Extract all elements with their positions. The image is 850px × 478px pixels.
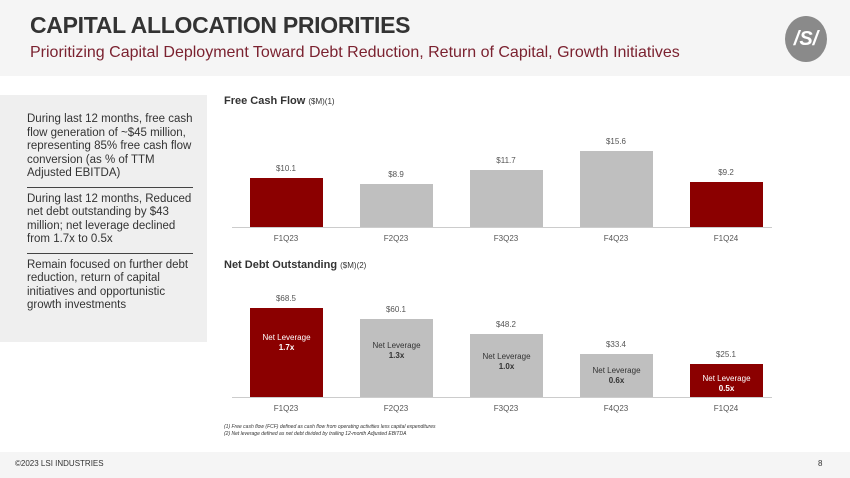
x-axis-line [232, 397, 772, 398]
footnote: (2) Net leverage defined as net debt div… [224, 431, 407, 437]
value-label: $25.1 [715, 350, 737, 360]
copyright: ©2023 LSI INDUSTRIES [15, 459, 104, 468]
x-axis-line [232, 227, 772, 228]
summary-point: During last 12 months, Reduced net debt … [27, 188, 193, 254]
fcf-title-suffix: ($M)(1) [308, 97, 335, 106]
bar-F1Q23 [250, 177, 323, 227]
category-label: F3Q23 [493, 234, 519, 243]
value-label: $60.1 [385, 304, 407, 314]
value-label: $9.2 [718, 168, 734, 178]
page-number: 8 [818, 459, 823, 468]
sidebar-summary: During last 12 months, free cash flow ge… [0, 95, 207, 342]
summary-point: Remain focused on further debt reduction… [27, 258, 189, 312]
value-label: $15.6 [605, 137, 627, 147]
value-label: $68.5 [275, 293, 297, 303]
category-label: F4Q23 [603, 404, 629, 413]
net-debt-title-suffix: ($M)(2) [340, 261, 367, 270]
category-label: F1Q24 [713, 404, 739, 413]
bar-F1Q24 [690, 182, 763, 227]
footnote: (1) Free cash flow (FCF) defined as cash… [224, 424, 436, 430]
summary-point: During last 12 months, free cash flow ge… [27, 108, 193, 188]
bar-F3Q23 [470, 170, 543, 227]
bar-F4Q23 [580, 151, 653, 227]
category-label: F1Q24 [713, 234, 739, 243]
category-label: F2Q23 [383, 234, 409, 243]
bar-F3Q23 [470, 334, 543, 397]
lsi-logo: /S/ [785, 16, 827, 62]
category-label: F3Q23 [493, 404, 519, 413]
fcf-title-text: Free Cash Flow [224, 95, 306, 107]
value-label: $33.4 [605, 339, 627, 349]
category-label: F1Q23 [273, 234, 299, 243]
fcf-chart-title: Free Cash Flow ($M)(1) [224, 95, 335, 107]
net-leverage-label: Net Leverage 0.5x [702, 373, 751, 393]
page-subtitle: Prioritizing Capital Deployment Toward D… [30, 44, 680, 61]
bar-F2Q23 [360, 318, 433, 397]
value-label: $8.9 [388, 169, 404, 179]
net-leverage-label: Net Leverage 1.0x [482, 351, 531, 371]
net-debt-chart: $68.5 F1Q23 Net Leverage 1.7x $60.1 F2Q23 Net … [222, 280, 782, 420]
category-label: F1Q23 [273, 404, 299, 413]
footnotes: (1) Free cash flow (FCF) defined as cash… [224, 424, 435, 438]
net-debt-chart-title: Net Debt Outstanding ($M)(2) [224, 259, 366, 271]
net-leverage-label: Net Leverage 1.3x [372, 340, 421, 360]
header [0, 0, 850, 76]
footer [0, 452, 850, 478]
bar-F1Q23 [250, 307, 323, 397]
net-debt-title-text: Net Debt Outstanding [224, 259, 338, 271]
bar-F4Q23 [580, 353, 653, 397]
bar-F2Q23 [360, 183, 433, 227]
value-label: $48.2 [495, 320, 517, 330]
category-label: F4Q23 [603, 234, 629, 243]
net-leverage-label: Net Leverage 1.7x [262, 332, 311, 352]
net-leverage-label: Net Leverage 0.6x [592, 365, 641, 385]
value-label: $11.7 [496, 156, 516, 166]
bar-F1Q24 [690, 364, 763, 397]
fcf-chart: $10.1 F1Q23 $8.9 F2Q23 $11.7 F3Q23 $15.6 F4Q23 $… [222, 120, 782, 250]
value-label: $10.1 [275, 163, 297, 173]
category-label: F2Q23 [383, 404, 409, 413]
page-title: CAPITAL ALLOCATION PRIORITIES [30, 12, 411, 38]
